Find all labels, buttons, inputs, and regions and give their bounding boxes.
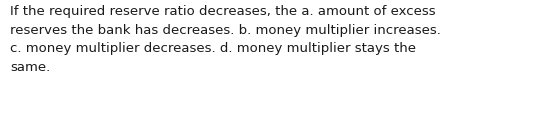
Text: If the required reserve ratio decreases, the a. amount of excess
reserves the ba: If the required reserve ratio decreases,… <box>10 5 441 74</box>
